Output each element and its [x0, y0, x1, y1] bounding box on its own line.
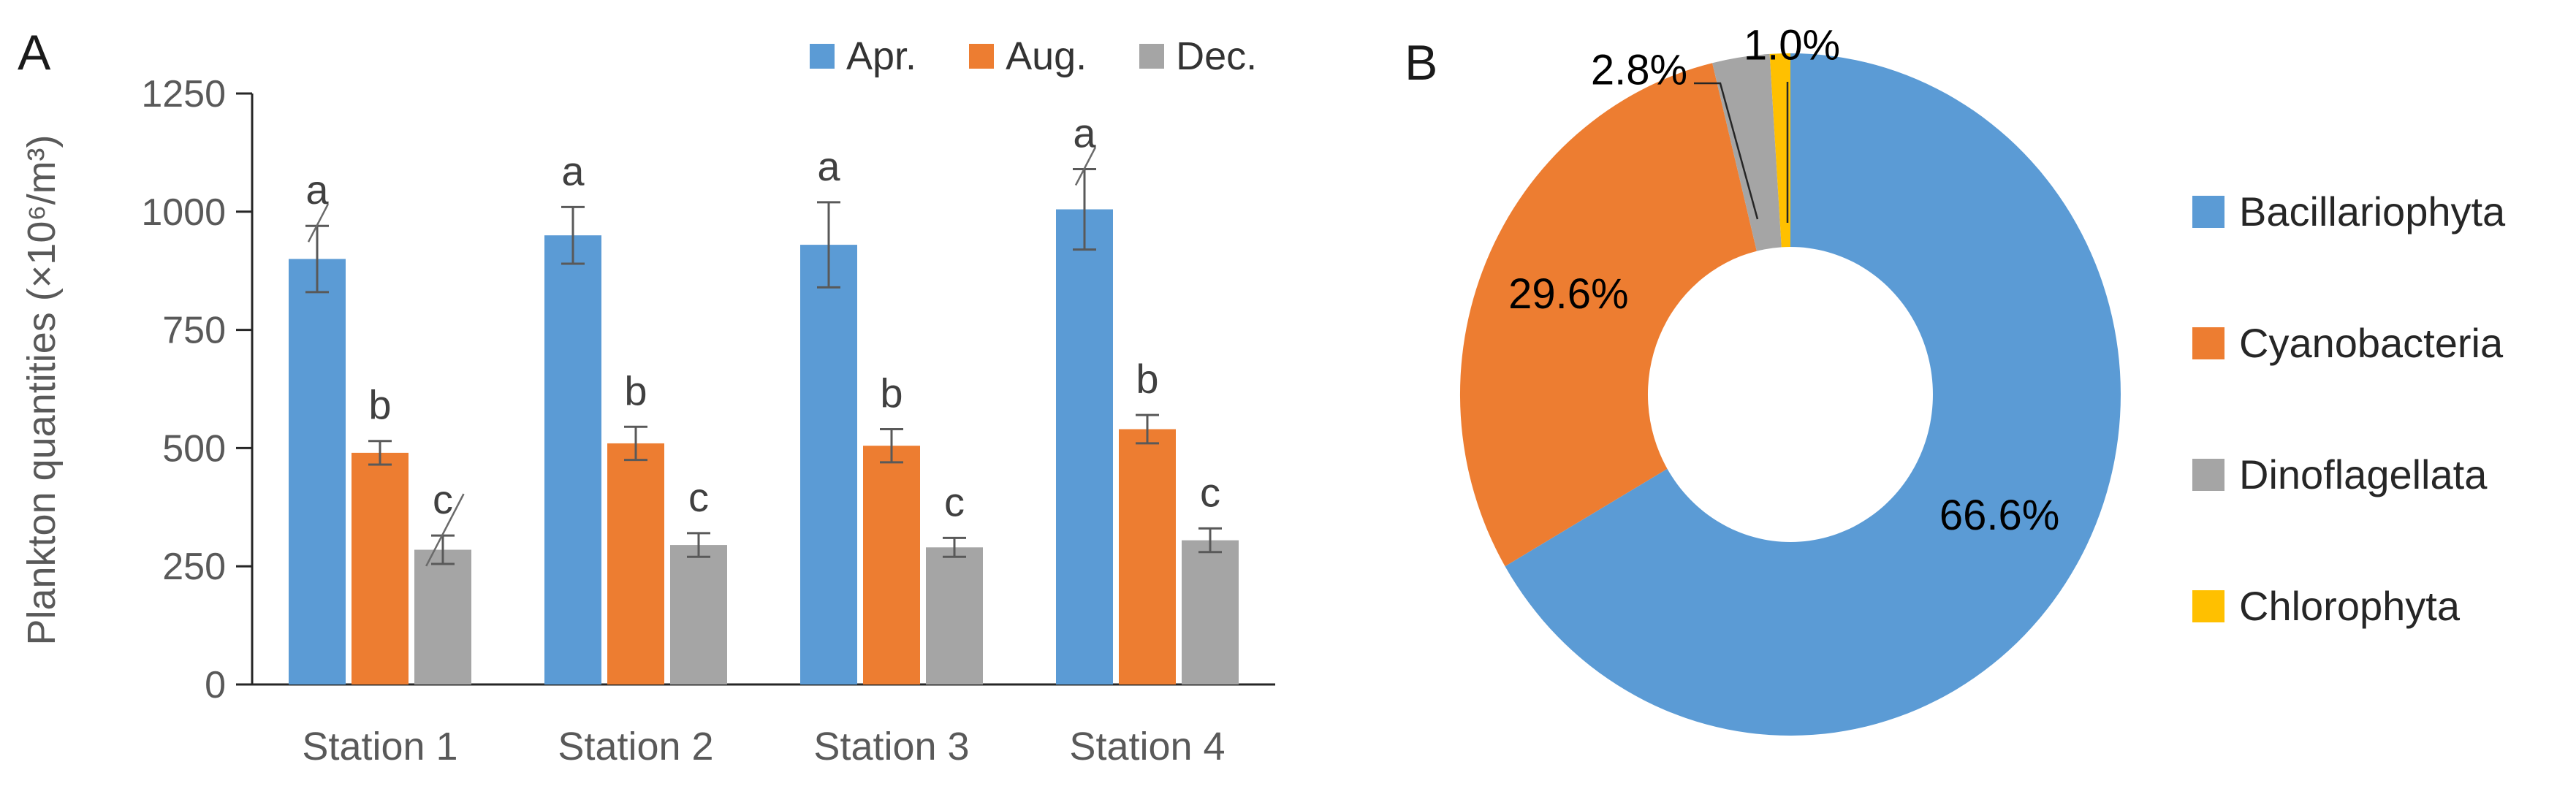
error-bar-aug-station-3: [880, 428, 903, 464]
whisker-slash-mark: [1074, 146, 1097, 186]
sig-letter-aug-station-2: b: [624, 367, 647, 413]
legend-item-bacillariophyta: Bacillariophyta: [2192, 188, 2505, 236]
leader-line-dinoflagellata: [1694, 82, 1759, 220]
legend-label-dinoflagellata: Dinoflagellata: [2239, 451, 2488, 497]
y-tick-label-0: 0: [205, 664, 226, 706]
y-tick-label-250: 250: [162, 546, 226, 588]
donut-slice-dinoflagellata: [1712, 53, 1782, 251]
whisker-slash-mark: [307, 203, 330, 243]
y-tick-label-1000: 1000: [141, 191, 226, 234]
legend-item-chlorophyta: Chlorophyta: [2192, 582, 2505, 630]
y-tick-label-500: 500: [162, 427, 226, 470]
y-tick-label-1250: 1250: [141, 73, 226, 115]
bar-apr-station-1: [289, 259, 346, 684]
whisker-slash-mark: [425, 493, 465, 567]
sig-letter-apr-station-3: a: [817, 143, 840, 189]
x-category-label-station-1: Station 1: [302, 725, 457, 768]
bar-apr-station-2: [544, 235, 601, 684]
bar-dec-station-4: [1182, 540, 1239, 684]
y-tick-label-750: 750: [162, 310, 226, 352]
legend-item-apr: Apr.: [810, 37, 916, 76]
sig-letter-apr-station-2: a: [561, 148, 585, 194]
bar-aug-station-4: [1119, 429, 1176, 684]
error-bar-aug-station-4: [1136, 413, 1159, 445]
legend-swatch-dinoflagellata-icon: [2192, 459, 2224, 491]
bar-aug-station-3: [863, 446, 920, 684]
slice-label-dinoflagellata: 2.8%: [1591, 46, 1687, 94]
bar-aug-station-1: [352, 452, 409, 684]
error-bar-dec-station-4: [1198, 527, 1222, 554]
legend-label-bacillariophyta: Bacillariophyta: [2239, 188, 2506, 234]
legend-label-cyanobacteria: Cyanobacteria: [2239, 320, 2504, 366]
legend-swatch-aug-icon: [969, 44, 995, 69]
donut-slice-cyanobacteria: [1459, 63, 1757, 567]
legend-label-chlorophyta: Chlorophyta: [2239, 583, 2460, 629]
sig-letter-dec-station-3: c: [944, 478, 965, 524]
donut-slice-chlorophyta: [1769, 53, 1790, 248]
panel-a-label: A: [18, 25, 51, 80]
error-bar-dec-station-3: [943, 536, 966, 558]
error-bar-apr-station-3: [817, 201, 840, 289]
bar-apr-station-3: [800, 245, 857, 684]
sig-letter-apr-station-1: a: [305, 167, 329, 213]
legend-item-aug: Aug.: [969, 37, 1087, 76]
sig-letter-aug-station-4: b: [1136, 356, 1158, 402]
x-category-label-station-3: Station 3: [813, 725, 969, 768]
bar-dec-station-3: [926, 547, 983, 684]
bar-dec-station-2: [670, 545, 727, 684]
legend-label-aug: Aug.: [1006, 34, 1087, 78]
error-bar-dec-station-2: [687, 532, 710, 558]
sig-letter-dec-station-2: c: [688, 474, 709, 520]
slice-label-bacillariophyta: 66.6%: [1939, 492, 2059, 539]
x-category-label-station-2: Station 2: [558, 725, 713, 768]
legend-swatch-bacillariophyta-icon: [2192, 196, 2224, 228]
slice-label-chlorophyta: 1.0%: [1744, 21, 1840, 69]
bar-chart-legend: Apr. Aug. Dec.: [810, 37, 1257, 76]
error-bar-aug-station-1: [368, 440, 392, 466]
sig-letter-aug-station-3: b: [880, 370, 903, 416]
legend-swatch-chlorophyta-icon: [2192, 590, 2224, 622]
donut-legend: Bacillariophyta Cyanobacteria Dinoflagella…: [2192, 188, 2505, 630]
sig-letter-apr-station-4: a: [1073, 110, 1096, 156]
sig-letter-dec-station-1: c: [433, 476, 453, 522]
error-bar-apr-station-2: [561, 205, 585, 265]
slice-label-cyanobacteria: 29.6%: [1508, 270, 1628, 318]
bar-apr-station-4: [1056, 209, 1113, 685]
legend-item-dec: Dec.: [1139, 37, 1257, 76]
legend-label-apr: Apr.: [846, 34, 917, 78]
legend-swatch-apr-icon: [810, 44, 835, 69]
bar-aug-station-2: [607, 443, 664, 684]
bar-dec-station-1: [414, 549, 471, 684]
legend-swatch-cyanobacteria-icon: [2192, 327, 2224, 359]
sig-letter-dec-station-4: c: [1200, 469, 1220, 515]
legend-item-dinoflagellata: Dinoflagellata: [2192, 451, 2505, 499]
legend-label-dec: Dec.: [1176, 34, 1258, 78]
legend-item-cyanobacteria: Cyanobacteria: [2192, 319, 2505, 367]
x-category-label-station-4: Station 4: [1069, 725, 1225, 768]
sig-letter-aug-station-1: b: [368, 382, 391, 428]
error-bar-aug-station-2: [624, 425, 647, 462]
legend-swatch-dec-icon: [1139, 44, 1165, 69]
donut-slice-bacillariophyta: [1505, 53, 2121, 736]
panel-b-label: B: [1405, 35, 1438, 91]
